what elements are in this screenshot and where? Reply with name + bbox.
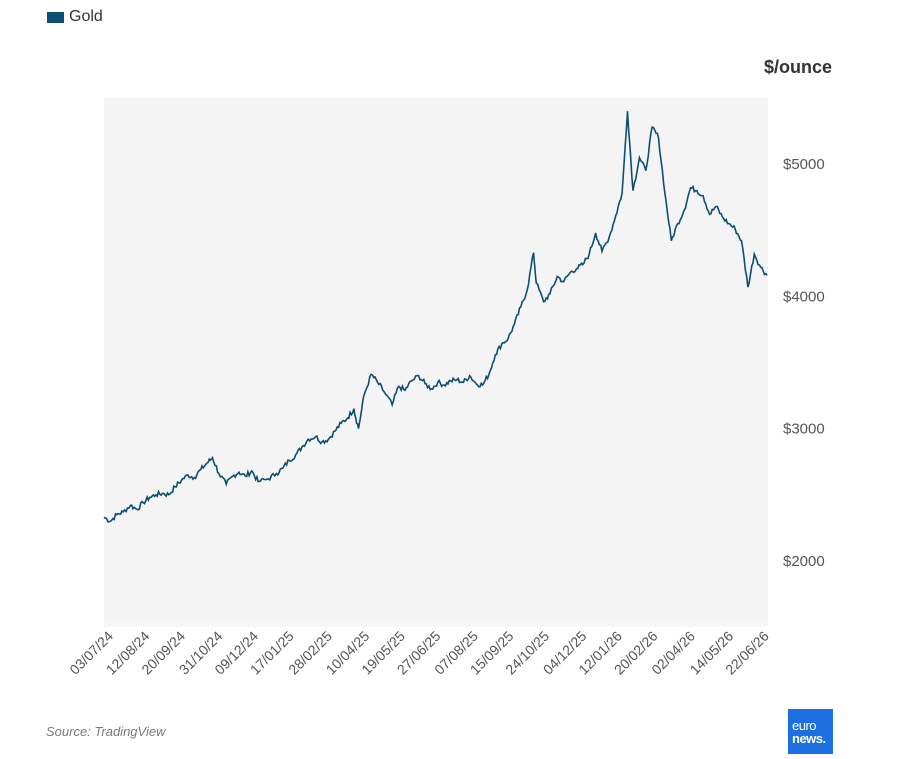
y-tick-label: $2000 xyxy=(783,553,825,570)
logo-line-2: news. xyxy=(792,730,826,746)
gold-price-chart: 03/07/2412/08/2420/09/2431/10/2409/12/24… xyxy=(66,98,825,678)
y-tick-label: $4000 xyxy=(783,288,825,305)
legend: Gold xyxy=(47,8,103,26)
legend-label-gold: Gold xyxy=(69,8,103,25)
series-line-gold xyxy=(103,111,768,523)
euronews-logo: euro news. xyxy=(788,709,833,754)
x-axis-labels: 03/07/2412/08/2420/09/2431/10/2409/12/24… xyxy=(66,628,772,678)
logo-line-1: euro xyxy=(792,717,817,733)
plot-area xyxy=(104,98,768,627)
y-tick-label: $3000 xyxy=(783,421,825,438)
source-note: Source: TradingView xyxy=(46,724,166,739)
y-axis-unit-label: $/ounce xyxy=(763,57,832,77)
x-axis-ticks xyxy=(103,621,767,627)
legend-swatch xyxy=(47,11,64,23)
y-axis-labels: $2000 $3000 $4000 $5000 xyxy=(783,156,825,570)
y-tick-label: $5000 xyxy=(783,156,825,173)
